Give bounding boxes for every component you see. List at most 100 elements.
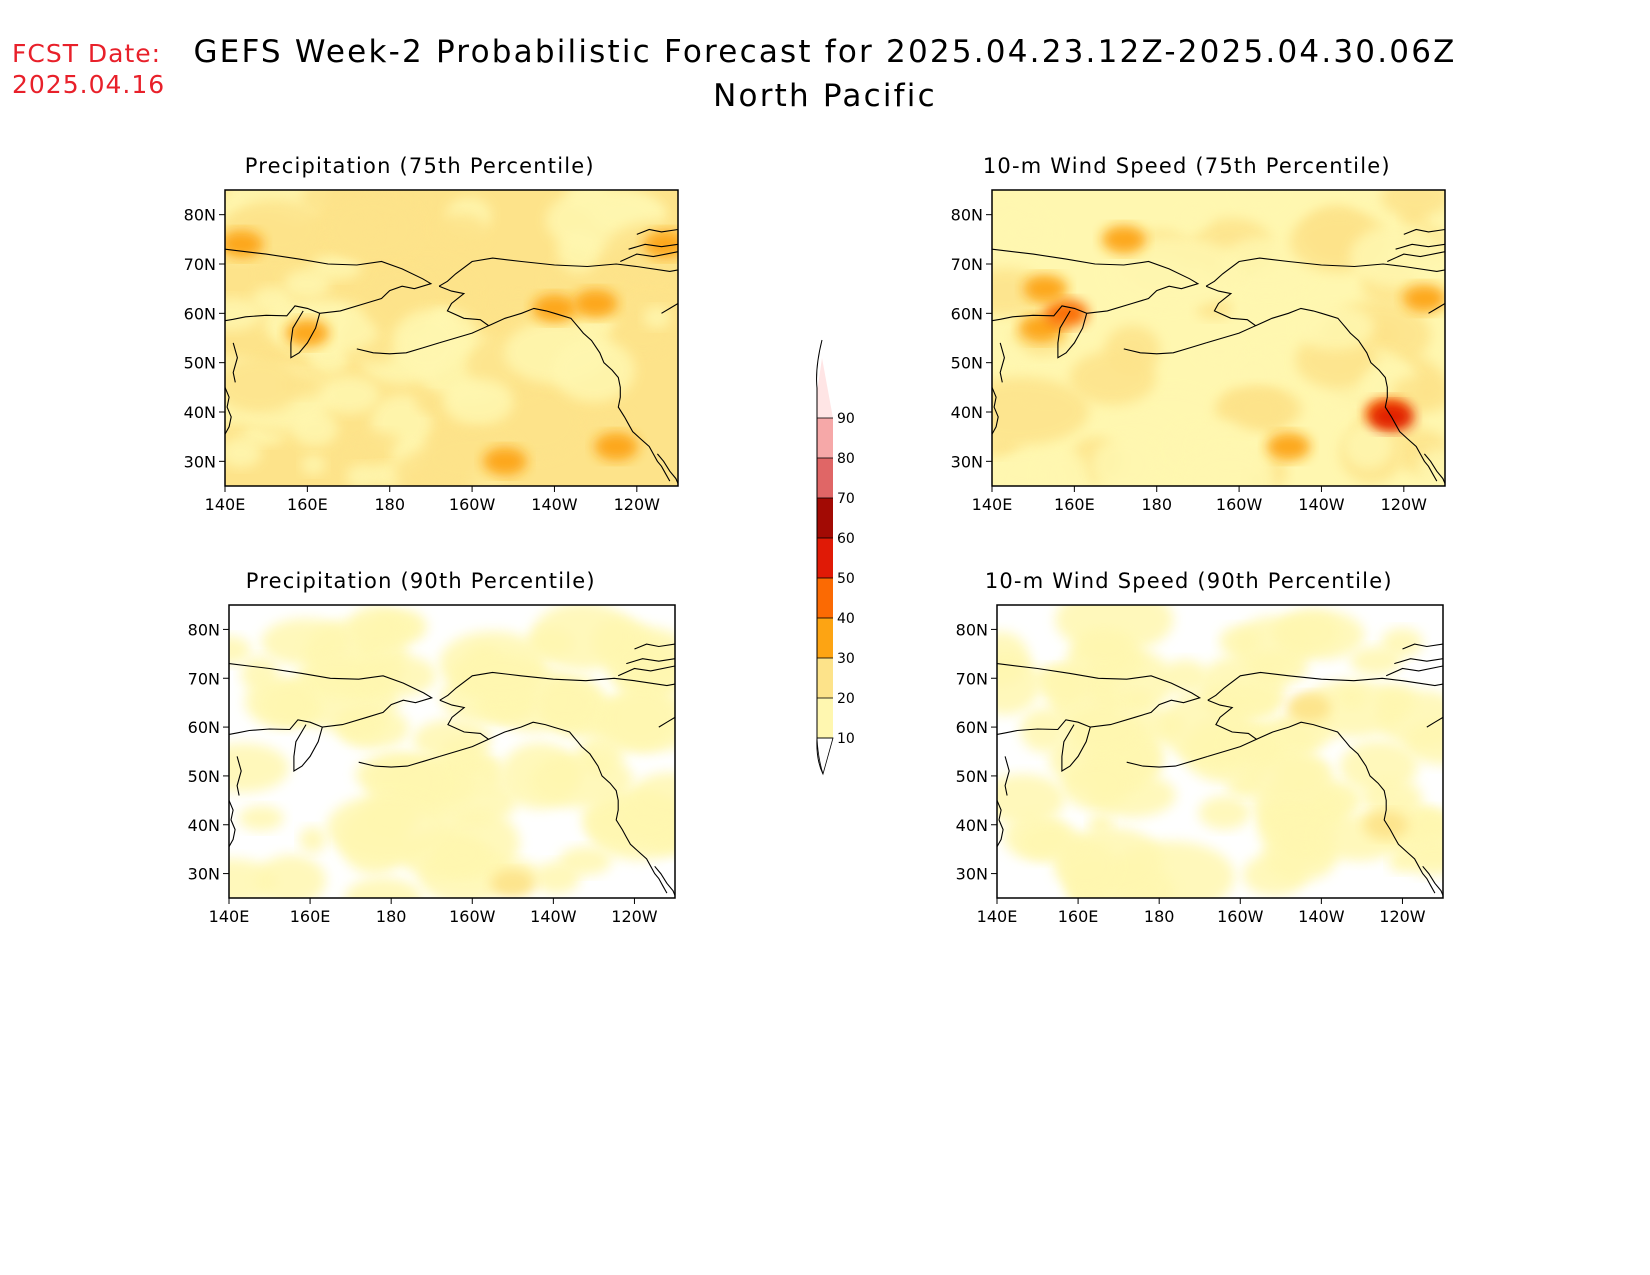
- x-tick-label: 140W: [1298, 495, 1345, 514]
- x-tick-label: 160W: [449, 495, 496, 514]
- field-patch: [225, 297, 263, 331]
- coastline: [1403, 228, 1445, 235]
- field-hotspot: [1364, 810, 1409, 839]
- forecast-date-label: FCST Date:: [12, 39, 162, 68]
- field-patch: [1380, 190, 1445, 218]
- x-tick-label: 160W: [449, 907, 496, 926]
- map-panel-4: 10-m Wind Speed (90th Percentile) 140E 160…: [956, 569, 1444, 926]
- coastline: [229, 800, 236, 847]
- x-tick-label: 160E: [1054, 495, 1095, 514]
- field-patch: [528, 752, 634, 808]
- coastline: [656, 453, 678, 484]
- map-panels: Precipitation (75th Percentile)140E 160E 1…: [184, 154, 1446, 926]
- y-tick-label: 40N: [951, 403, 983, 422]
- field-patch: [1065, 704, 1139, 752]
- forecast-date-value: 2025.04.16: [12, 70, 166, 99]
- field-patch: [474, 762, 505, 792]
- field-patch: [1162, 659, 1208, 695]
- field-patch: [1069, 351, 1156, 405]
- field-hotspot: [643, 230, 678, 259]
- field-hotspot: [490, 869, 535, 898]
- field-patch: [1039, 664, 1090, 707]
- coastline: [358, 755, 440, 768]
- coastline: [290, 310, 321, 359]
- map-field: [225, 190, 678, 486]
- field-patch: [997, 652, 1041, 715]
- field-patch: [344, 877, 423, 898]
- colorbar-tick-label: 50: [837, 571, 855, 587]
- field-patch: [415, 392, 451, 414]
- x-tick-label: 180: [1141, 495, 1172, 514]
- coastline: [1205, 285, 1257, 344]
- field-patch: [1402, 843, 1443, 876]
- field-patch: [1376, 683, 1416, 715]
- field-patch: [311, 253, 362, 280]
- coastline: [636, 228, 678, 235]
- field-patch: [1336, 685, 1367, 709]
- field-patch: [1091, 437, 1155, 486]
- colorbar-tick-label: 30: [837, 651, 855, 667]
- field-patch: [1408, 808, 1443, 843]
- panel-title: Precipitation (90th Percentile): [246, 569, 596, 593]
- x-tick-label: 180: [376, 907, 407, 926]
- coastline: [236, 756, 242, 796]
- field-patch: [301, 454, 326, 475]
- y-tick-label: 50N: [956, 767, 988, 786]
- field-patch: [1417, 448, 1445, 485]
- coastline: [634, 643, 675, 650]
- field-hotspot: [483, 447, 528, 476]
- field-patch: [392, 309, 462, 377]
- field-patch: [462, 652, 542, 701]
- coastline: [488, 307, 671, 482]
- coastline: [654, 865, 675, 896]
- y-tick-label: 80N: [951, 206, 983, 225]
- coastline: [438, 285, 490, 344]
- field-patch: [1232, 390, 1285, 430]
- field-patch: [1178, 205, 1211, 231]
- coastline: [438, 257, 678, 287]
- field-patch: [1218, 625, 1260, 657]
- coastline: [626, 658, 675, 665]
- colorbar-swatch: [817, 618, 833, 658]
- coastline: [1385, 665, 1443, 677]
- field-patch: [1104, 236, 1243, 309]
- field-patch: [443, 378, 514, 426]
- coastline: [1123, 342, 1207, 355]
- x-tick-label: 140E: [977, 907, 1018, 926]
- coastline: [628, 243, 678, 250]
- colorbar-swatch: [817, 358, 833, 418]
- x-tick-label: 140E: [972, 495, 1013, 514]
- field-patch: [997, 774, 1065, 825]
- field-patch: [229, 743, 290, 793]
- map-frame: [991, 189, 1446, 487]
- y-tick-label: 70N: [188, 669, 220, 688]
- x-tick-label: 120W: [611, 907, 658, 926]
- map-field: [997, 605, 1443, 898]
- coastline: [439, 671, 675, 701]
- coastline: [229, 663, 434, 735]
- x-tick-label: 120W: [614, 495, 661, 514]
- field-patch: [1062, 760, 1131, 810]
- field-hotspot: [1266, 432, 1311, 461]
- map-panel-3: Precipitation (90th Percentile) 140E 160E 1…: [188, 569, 676, 926]
- field-patch: [587, 409, 630, 436]
- colorbar-tick-label: 40: [837, 611, 855, 627]
- coastline: [1423, 453, 1445, 484]
- y-tick-label: 40N: [188, 816, 220, 835]
- field-patch: [1037, 449, 1090, 486]
- field-hotspot: [285, 319, 330, 348]
- map-frame: [996, 604, 1444, 899]
- field-hotspot: [594, 432, 639, 461]
- coastline: [225, 248, 433, 322]
- x-tick-label: 120W: [1381, 495, 1428, 514]
- field-hotspot: [1023, 274, 1068, 303]
- y-tick-label: 50N: [188, 767, 220, 786]
- field-patch: [1197, 340, 1242, 364]
- y-tick-label: 60N: [188, 718, 220, 737]
- x-tick-label: 160E: [290, 907, 331, 926]
- map-panel-2: 10-m Wind Speed (75th Percentile) 140E 160…: [951, 154, 1446, 514]
- field-hotspot: [225, 230, 264, 259]
- field-patch: [327, 195, 420, 261]
- field-patch: [1343, 422, 1393, 470]
- coastline: [992, 248, 1200, 322]
